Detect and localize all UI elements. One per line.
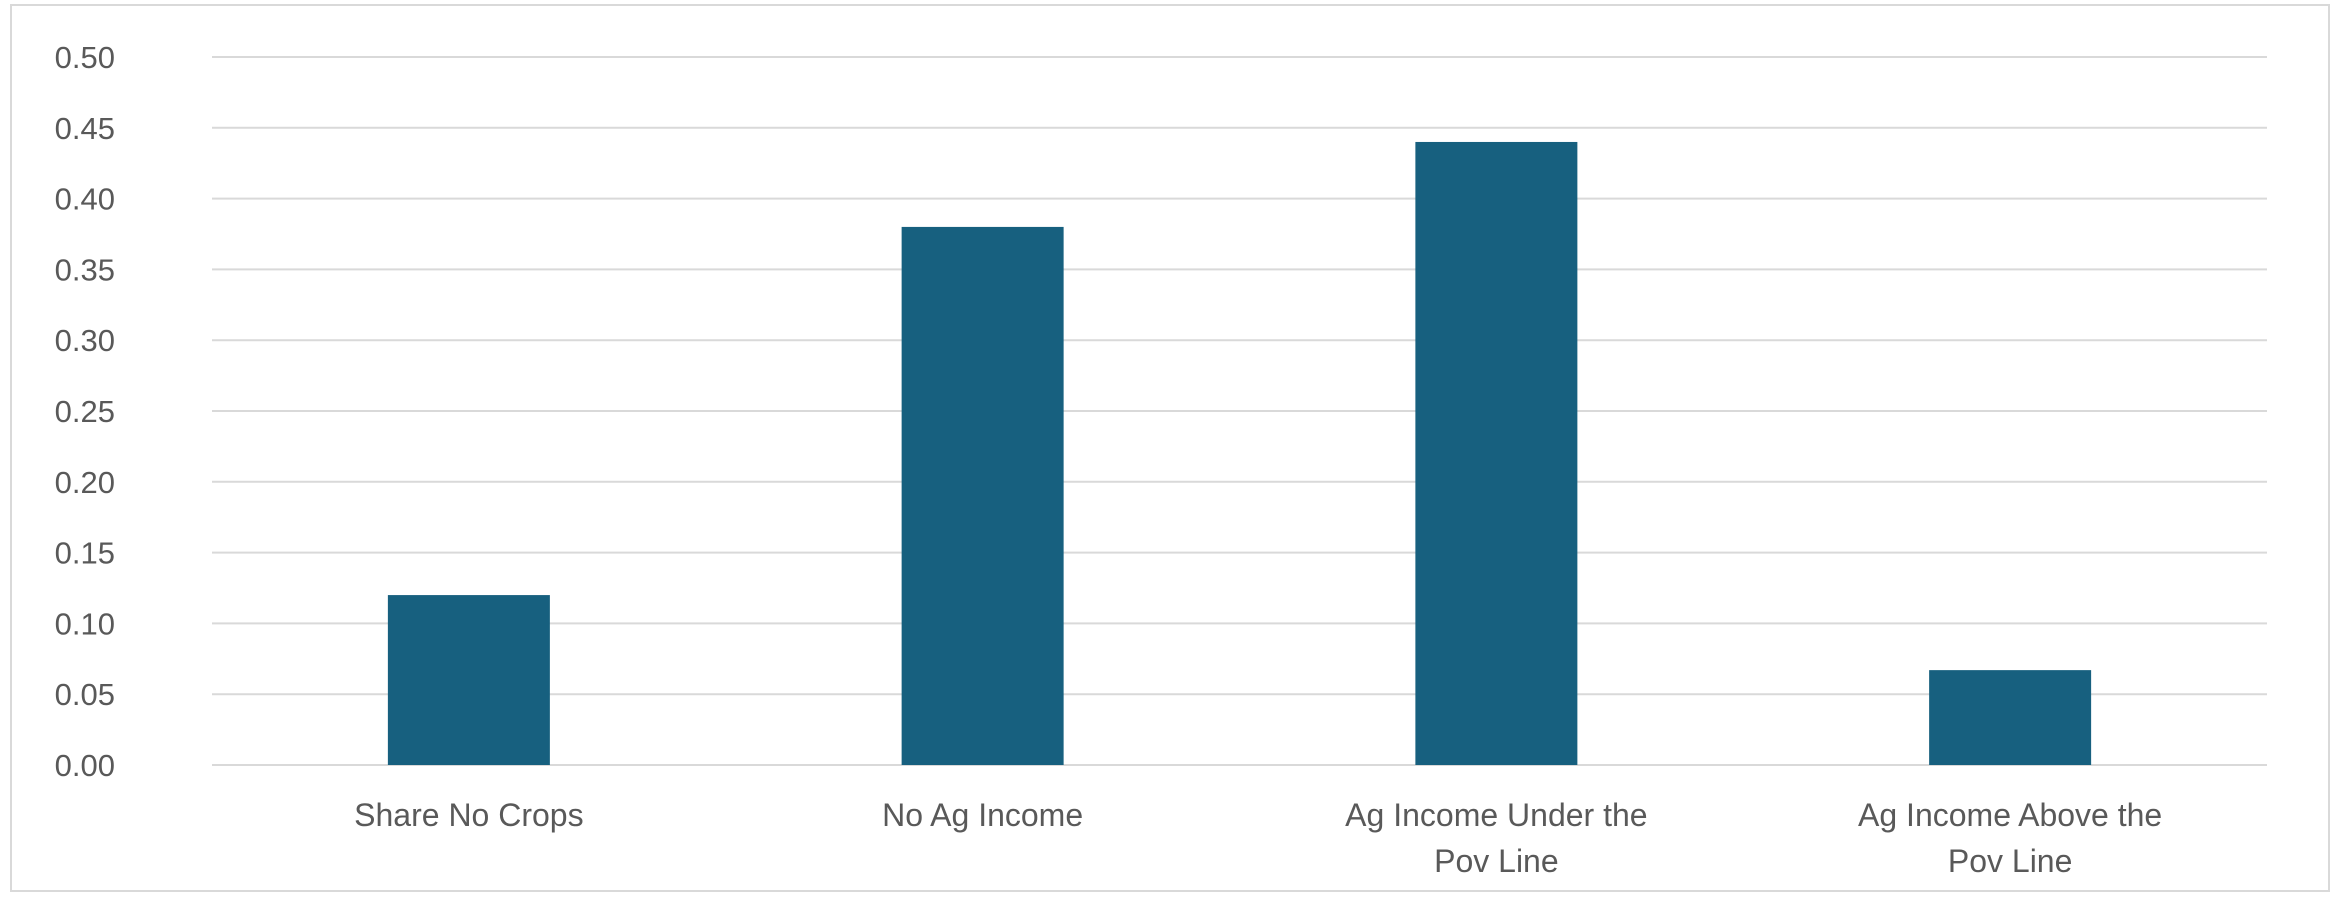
y-axis-tick-labels: 0.00 0.05 0.10 0.15 0.20 0.25 0.30 0.35 0.40 0.45… (55, 40, 115, 783)
gridlines (212, 56, 2267, 766)
y-tick-label: 0.25 (55, 394, 115, 429)
y-tick-label: 0.05 (55, 677, 115, 712)
x-category-label-line: Pov Line (1948, 843, 2073, 879)
y-tick-label: 0.45 (55, 111, 115, 146)
bar (1929, 670, 2092, 765)
x-axis-category-labels: Share No Crops No Ag Income Ag Income Unde… (354, 797, 2162, 879)
bar (1415, 141, 1578, 765)
x-category-label-line: Pov Line (1434, 843, 1559, 879)
y-tick-label: 0.10 (55, 606, 115, 641)
y-tick-label: 0.35 (55, 252, 115, 287)
y-tick-label: 0.40 (55, 182, 115, 217)
bar-chart: 0.00 0.05 0.10 0.15 0.20 0.25 0.30 0.35 0.40 0.45… (55, 40, 2267, 879)
x-category-label-line: No Ag Income (882, 797, 1083, 833)
y-tick-label: 0.15 (55, 536, 115, 571)
x-category-label: Ag Income Above the Pov Line (1858, 797, 2162, 879)
bar (387, 595, 550, 765)
chart-frame: 0.00 0.05 0.10 0.15 0.20 0.25 0.30 0.35 0.40 0.45… (10, 4, 2330, 892)
y-tick-label: 0.50 (55, 40, 115, 75)
y-tick-label: 0.30 (55, 323, 115, 358)
bar (901, 226, 1064, 766)
y-tick-label: 0.00 (55, 748, 115, 783)
x-category-label-line: Share No Crops (354, 797, 583, 833)
bars (387, 141, 2092, 766)
x-category-label: Share No Crops (354, 797, 583, 833)
x-category-label: Ag Income Under the Pov Line (1345, 797, 1647, 879)
y-tick-label: 0.20 (55, 465, 115, 500)
x-category-label-line: Ag Income Under the (1345, 797, 1647, 833)
x-category-label: No Ag Income (882, 797, 1083, 833)
x-category-label-line: Ag Income Above the (1858, 797, 2162, 833)
